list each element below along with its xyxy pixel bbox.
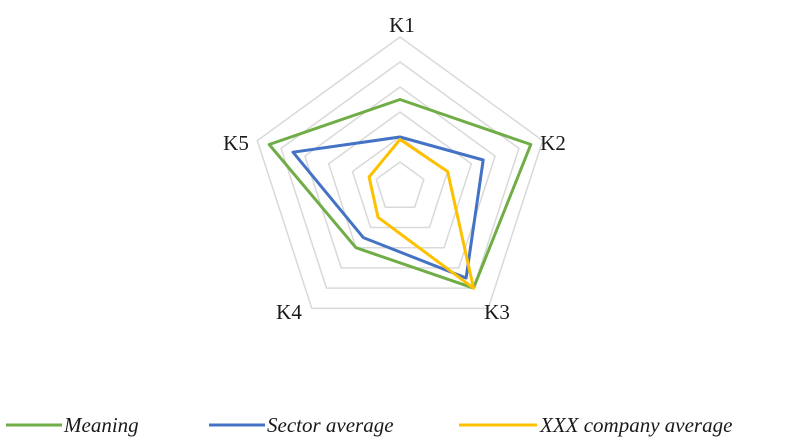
grid-ring-1 [375,161,425,208]
grid-ring-6 [256,36,544,310]
series-line-sector-average [291,135,485,280]
axis-label-k4: K4 [276,300,302,324]
axis-label-k3: K3 [484,300,510,324]
legend-label-sector-average: Sector average [267,413,394,437]
legend-label-meaning: Meaning [63,413,139,437]
series-line-xxx-company-average [367,138,475,290]
grid-ring-4 [304,86,496,269]
legend-label-xxx-company-average: XXX company average [539,413,732,437]
grid-ring-3 [327,111,473,249]
radar-grid [256,36,544,310]
grid-ring-5 [280,61,520,289]
legend-item-meaning: Meaning [6,413,139,437]
legend-item-sector-average: Sector average [209,413,394,437]
axis-label-k2: K2 [540,131,566,155]
grid-ring-2 [351,136,449,229]
series-line-meaning [267,98,533,290]
axis-labels: K1 K2 K3 K4 K5 [223,13,566,324]
legend-item-xxx-company-average: XXX company average [459,413,732,437]
legend: Meaning Sector average XXX company avera… [6,413,732,437]
axis-label-k5: K5 [223,131,249,155]
axis-label-k1: K1 [389,13,415,37]
radar-series [267,98,533,290]
